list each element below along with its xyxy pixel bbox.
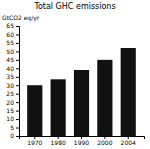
x-tick: 1970 [27,136,42,146]
y-tick-mark [16,60,19,61]
x-tick-label: 1970 [27,139,42,146]
y-tick: 55 [6,39,19,46]
y-tick-mark [16,111,19,112]
x-tick-label: 1980 [50,139,65,146]
y-tick-mark [16,102,19,103]
y-axis-line [16,27,20,137]
bar [97,60,112,136]
y-tick: 15 [6,107,19,114]
y-tick-mark [16,68,19,69]
y-tick: 35 [6,73,19,80]
y-tick: 60 [6,31,19,38]
y-tick-label: 30 [6,82,14,89]
y-tick: 50 [6,48,19,55]
x-tick: 1990 [74,136,89,146]
y-tick-label: 65 [6,22,14,29]
y-tick-mark [16,77,19,78]
y-tick-label: 50 [6,48,14,55]
y-tick-label: 45 [6,56,14,63]
y-tick: 25 [6,90,19,97]
y-tick: 5 [10,124,19,131]
y-tick-label: 5 [10,124,14,131]
x-tick-label: 2004 [121,139,136,146]
y-tick-mark [16,34,19,35]
y-tick-label: 25 [6,90,14,97]
bars [27,48,136,136]
x-tick-label: 1990 [74,139,89,146]
y-tick-label: 20 [6,99,14,106]
y-axis: 05 101520 2530 3540 4550 5560 65 [6,22,19,139]
x-tick: 2000 [97,136,112,146]
bar [27,85,42,136]
y-tick-mark [16,128,19,129]
title: Total GHC emissions [33,2,115,11]
y-tick-mark [16,119,19,120]
y-tick: 65 [6,22,19,29]
y-tick: 40 [6,65,19,72]
y-tick-label: 35 [6,73,14,80]
y-tick-label: 0 [10,132,14,139]
y-tick-label: 40 [6,65,14,72]
y-tick-label: 15 [6,107,14,114]
x-tick: 2004 [121,136,136,146]
x-axis: 1970 1980 1990 2000 2004 [20,136,145,146]
y-tick-mark [16,85,19,86]
plot: 05 101520 2530 3540 4550 5560 65 1970 1980 1990 20… [6,22,144,146]
y-tick-mark [16,43,19,44]
y-tick-mark [16,136,19,137]
y-tick: 10 [6,115,19,122]
y-tick-mark [16,26,19,27]
y-tick: 0 [10,132,19,139]
y-tick-label: 55 [6,39,14,46]
bar [121,48,136,136]
y-tick-mark [16,94,19,95]
y-axis-label: GtCO2 eq/yr [2,14,40,22]
bar [51,79,66,136]
y-tick-label: 60 [6,31,14,38]
x-tick-label: 2000 [97,139,112,146]
y-tick: 20 [6,99,19,106]
bar [74,70,89,136]
y-tick-label: 10 [6,115,14,122]
x-tick: 1980 [50,136,65,146]
y-tick: 30 [6,82,19,89]
y-tick: 45 [6,56,19,63]
y-tick-mark [16,51,19,52]
chart: Total GHC emissions GtCO2 eq/yr 05 101520 25… [0,0,150,149]
